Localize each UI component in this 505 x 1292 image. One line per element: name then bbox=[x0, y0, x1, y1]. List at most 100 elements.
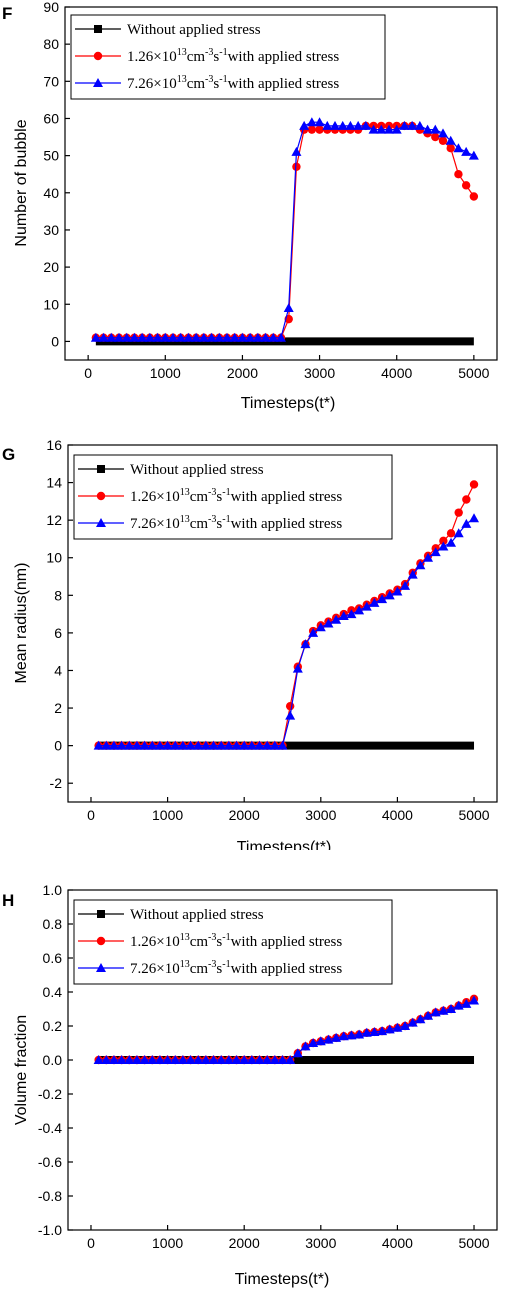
y-tick-label: 0.6 bbox=[43, 950, 63, 966]
data-point bbox=[337, 120, 348, 130]
y-tick-label: 4 bbox=[54, 662, 62, 678]
data-point bbox=[262, 1055, 273, 1064]
legend-item: 1.26×1013cm-3s-1with applied stress bbox=[78, 487, 342, 505]
data-point bbox=[446, 144, 455, 153]
x-tick-label: 5000 bbox=[458, 365, 489, 381]
data-point bbox=[131, 740, 142, 750]
data-point bbox=[216, 1055, 227, 1064]
x-tick-label: 1000 bbox=[152, 1235, 183, 1251]
chart-g-marks bbox=[93, 480, 480, 750]
legend-label: Without applied stress bbox=[127, 22, 261, 38]
data-point bbox=[139, 740, 150, 750]
y-tick-label: 60 bbox=[43, 110, 59, 126]
data-point bbox=[300, 1041, 311, 1051]
data-point bbox=[162, 1055, 173, 1064]
data-point bbox=[454, 170, 463, 179]
data-point bbox=[315, 622, 326, 632]
series-line bbox=[98, 517, 475, 747]
data-point bbox=[154, 740, 165, 750]
legend-swatch-marker bbox=[96, 491, 106, 501]
data-point bbox=[121, 332, 132, 342]
y-axis-title: Volume fraction bbox=[13, 1015, 30, 1125]
data-point bbox=[208, 1055, 219, 1064]
legend-label: Without applied stress bbox=[130, 907, 264, 923]
data-point bbox=[330, 120, 340, 130]
data-point bbox=[254, 740, 265, 750]
x-tick-label: 1000 bbox=[152, 807, 183, 823]
data-point bbox=[116, 740, 127, 750]
series-line bbox=[98, 998, 475, 1061]
data-point bbox=[315, 1036, 326, 1046]
legend-swatch-marker bbox=[96, 963, 106, 972]
data-point bbox=[423, 1010, 434, 1020]
data-point bbox=[223, 1055, 234, 1064]
data-point bbox=[469, 995, 480, 1005]
x-tick-label: 3000 bbox=[304, 365, 335, 381]
data-point bbox=[93, 1055, 104, 1064]
legend-label: 7.26×1013cm-3s-1with applied stress bbox=[127, 74, 339, 92]
data-point bbox=[185, 740, 196, 750]
y-tick-label: 90 bbox=[43, 0, 59, 15]
legend-box bbox=[73, 899, 393, 985]
data-point bbox=[354, 1029, 365, 1039]
data-point bbox=[439, 536, 448, 546]
data-point bbox=[430, 547, 441, 557]
data-point bbox=[423, 552, 434, 562]
data-point bbox=[422, 124, 433, 134]
y-tick-label: 0.0 bbox=[43, 1052, 63, 1068]
data-point bbox=[308, 627, 319, 637]
series-triangle bbox=[90, 117, 479, 342]
panel-label-h: H bbox=[2, 891, 14, 910]
data-point bbox=[154, 1055, 165, 1064]
x-axis-title: Timesteps(t*) bbox=[241, 395, 336, 412]
y-tick-label: 40 bbox=[43, 185, 59, 201]
y-tick-label: 70 bbox=[43, 73, 59, 89]
x-tick-label: 5000 bbox=[458, 807, 489, 823]
series-line bbox=[98, 999, 475, 1061]
x-tick-label: 0 bbox=[87, 1235, 95, 1251]
data-point bbox=[469, 192, 479, 201]
series-circle bbox=[94, 994, 479, 1065]
data-point bbox=[414, 120, 425, 130]
data-point bbox=[392, 1022, 403, 1032]
chart-g-legend: Without applied stress 1.26×1013cm-3s-1wi… bbox=[73, 454, 393, 540]
data-point bbox=[108, 740, 119, 750]
legend-label: 1.26×1013cm-3s-1with applied stress bbox=[130, 932, 342, 950]
data-point bbox=[354, 605, 365, 615]
y-tick-label: 50 bbox=[43, 148, 59, 164]
data-point bbox=[185, 1055, 196, 1064]
legend-item: 1.26×1013cm-3s-1with applied stress bbox=[78, 932, 342, 950]
data-point bbox=[160, 332, 171, 342]
data-point bbox=[415, 560, 426, 570]
x-tick-label: 2000 bbox=[227, 365, 258, 381]
data-point bbox=[177, 740, 188, 750]
data-point bbox=[315, 125, 324, 134]
x-tick-label: 2000 bbox=[229, 807, 260, 823]
data-point bbox=[323, 1034, 334, 1044]
data-point bbox=[229, 332, 240, 342]
data-point bbox=[177, 1055, 188, 1064]
data-point bbox=[93, 740, 104, 750]
data-point bbox=[170, 740, 181, 750]
data-point bbox=[307, 125, 317, 134]
legend-item: Without applied stress bbox=[78, 907, 264, 923]
y-tick-label: -0.2 bbox=[38, 1086, 62, 1102]
data-point bbox=[384, 590, 395, 600]
y-tick-label: 80 bbox=[43, 36, 59, 52]
data-point bbox=[415, 1014, 426, 1024]
y-tick-label: -0.6 bbox=[38, 1154, 62, 1170]
data-point bbox=[407, 120, 418, 130]
data-point bbox=[206, 332, 217, 342]
data-point bbox=[438, 136, 448, 145]
data-point bbox=[268, 332, 279, 342]
data-point bbox=[461, 998, 472, 1008]
data-point bbox=[269, 1055, 280, 1064]
data-point bbox=[300, 639, 311, 649]
chart-panel-h: H 0 1000 2000 3000 4000 5000 -1.0 -0.8 -0.6 -0.4 -… bbox=[0, 860, 505, 1292]
data-point bbox=[90, 332, 101, 342]
data-point bbox=[183, 332, 194, 342]
data-point bbox=[361, 601, 372, 611]
legend-swatch-marker bbox=[96, 518, 106, 527]
data-point bbox=[252, 332, 263, 342]
data-point bbox=[353, 120, 364, 130]
